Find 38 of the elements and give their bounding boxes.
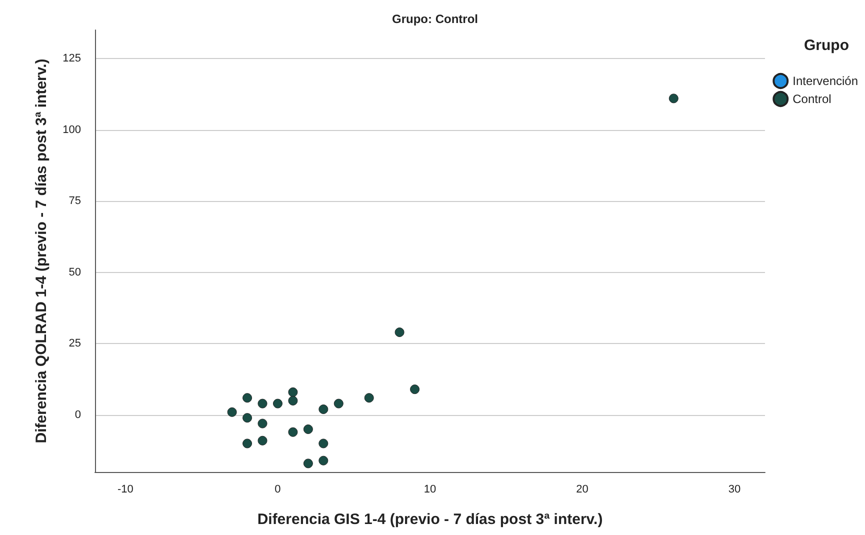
point [258,436,268,446]
legend-label: Control [792,92,832,106]
x-tick-label: 20 [576,484,588,496]
y-tick-label: 75 [68,195,81,208]
point [288,396,298,406]
point [318,438,328,448]
point [394,328,404,338]
y-axis-title: Diferencia QOLRAD 1-4 (previo - 7 días post 3ª interv.) [33,58,50,444]
y-tick-label: 0 [74,408,81,421]
legend-label: Intervención [792,74,858,88]
x-tick-label: 10 [424,484,436,496]
point [242,438,252,448]
point [364,393,374,403]
y-tick-label: 50 [68,266,81,278]
point [288,387,298,397]
point [242,393,252,403]
point [227,407,237,417]
x-tick-label: 0 [274,484,281,496]
point [318,404,328,414]
point [668,94,678,104]
x-tick-label: 30 [728,484,741,496]
y-tick-label: 100 [62,124,81,136]
y-tick-label: 125 [62,52,81,65]
point [303,424,313,434]
x-tick-label: -10 [118,484,134,496]
x-axis-title: Diferencia GIS 1-4 (previo - 7 días post 3ª interv.) [257,511,603,528]
point [258,418,268,428]
legend-title: Grupo [804,37,850,54]
point [303,458,313,468]
point [334,398,344,408]
point [258,398,268,408]
point [288,427,298,437]
y-tick-label: 25 [68,338,81,350]
point [318,456,328,466]
chart-title: Grupo: Control [392,12,478,26]
point [272,398,282,408]
point [242,413,252,423]
point [410,384,420,394]
